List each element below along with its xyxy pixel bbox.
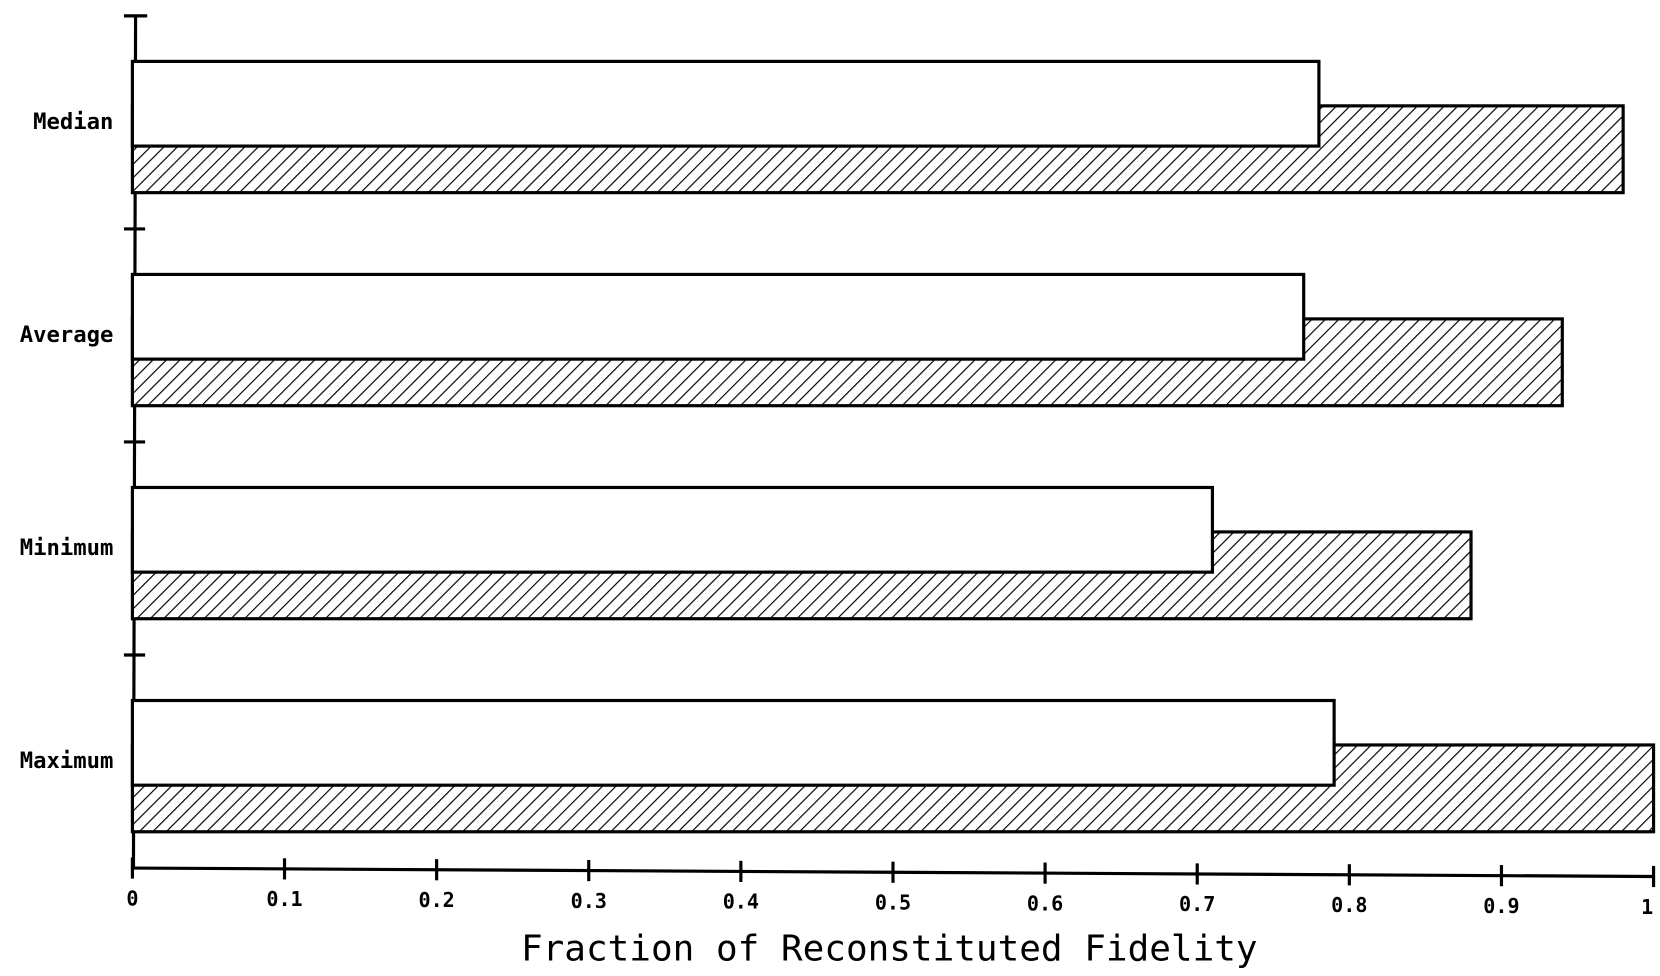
- x-tick-label: 0: [126, 886, 138, 910]
- x-tick-label: 0.4: [723, 890, 759, 914]
- bar: [130, 485, 1215, 574]
- bar: [130, 698, 1336, 787]
- x-tick-label: 0.7: [1179, 892, 1215, 916]
- x-tick-label: 0.1: [266, 887, 302, 911]
- x-tick-label: 0.2: [418, 888, 454, 912]
- y-tick-label: Minimum: [20, 535, 114, 561]
- x-axis-label: Fraction of Reconstituted Fidelity: [521, 929, 1258, 970]
- x-tick-label: 0.6: [1027, 891, 1063, 915]
- x-tick-label: 0.9: [1483, 894, 1519, 918]
- bar: [130, 272, 1306, 361]
- x-tick-label: 1: [1641, 895, 1653, 919]
- x-tick-label: 0.5: [875, 891, 911, 915]
- y-tick-label: Average: [20, 322, 114, 348]
- bar: [130, 59, 1321, 148]
- x-tick-label: 0.8: [1331, 893, 1367, 917]
- y-tick-label: Maximum: [20, 748, 114, 774]
- y-tick-label: Median: [33, 109, 113, 135]
- x-tick-label: 0.3: [571, 889, 607, 913]
